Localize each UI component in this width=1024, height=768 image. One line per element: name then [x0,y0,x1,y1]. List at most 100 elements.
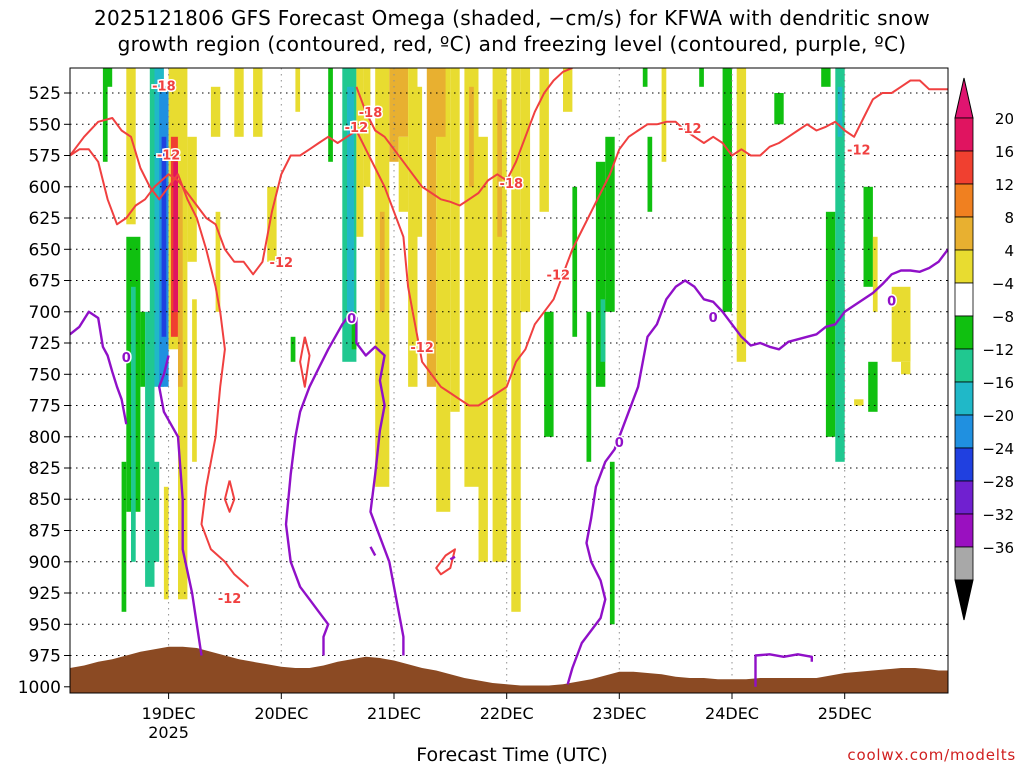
y-tick-label: 675 [29,272,61,292]
colorbar-swatch [954,513,974,548]
dgz-contour-label: -12 [270,256,294,271]
colorbar-swatch [954,348,974,383]
y-tick-label: 1000 [18,678,61,698]
colorbar-label: −12 [982,341,1014,359]
colorbar-label: 20 [995,110,1014,128]
omega-cell [837,86,843,137]
omega-cell [661,68,667,162]
dgz-contour [70,117,250,588]
colorbar-label: −4 [992,275,1014,293]
colorbar-swatch [954,282,974,317]
dgz-contour [355,68,573,207]
omega-cell [267,186,277,262]
colorbar-label: 16 [995,143,1014,161]
y-tick-label: 750 [29,365,61,385]
omega-cell [145,311,155,587]
x-tick-label: 23DEC [592,704,646,723]
omega-cell [609,461,615,625]
x-tick-label: 24DEC [705,704,759,723]
omega-cell [105,68,113,87]
omega-cell [835,68,845,462]
freezing-level-contour [70,310,128,425]
omega-cell [699,68,704,87]
colorbar-swatch [954,546,974,581]
dgz-contour [299,336,311,388]
omega-cell [295,68,301,112]
omega-cell [595,161,606,387]
omega-cell [825,211,836,437]
omega-cell [234,68,244,137]
dgz-contour-label: -12 [345,121,369,136]
omega-cell [328,68,333,162]
omega-cell [126,68,136,225]
colorbar-label: −24 [982,440,1014,458]
omega-cell [379,211,385,312]
omega-cell [210,86,221,137]
omega-cell [394,68,409,137]
y-tick-label: 550 [29,115,61,135]
dgz-contour [435,548,456,576]
y-tick-label: 575 [29,147,61,167]
colorbar-swatch [954,249,974,284]
colorbar-swatch [954,447,974,482]
omega-cell [736,68,747,362]
omega-cell [192,299,197,462]
omega-cell [436,68,451,512]
omega-cell [163,486,169,600]
omega-cell [426,68,437,387]
colorbar-swatch [954,315,974,350]
colorbar-label: −20 [982,407,1014,425]
freezing-level-contour [284,310,405,656]
colorbar: 20 16 12 8 4 −4 −8 −12 −16 −20 −24 −28 −32 −36 [954,77,1014,621]
omega-cell [586,311,592,462]
omega-cell [290,336,296,362]
dgz-contour [70,79,948,407]
omega-cell [868,361,878,412]
dgz-contour-label: -12 [847,143,871,158]
omega-cell [469,86,474,187]
dgz-contour-label: -12 [218,592,242,607]
freezing-level-label: 0 [709,311,718,326]
dgz-contour-label: -12 [157,148,181,163]
y-tick-label: 600 [29,178,61,198]
x-tick-label: 25DEC [818,704,872,723]
grid [70,68,948,693]
y-tick-label: 875 [29,522,61,542]
omega-cell [215,211,221,312]
freezing-level-label: 0 [887,295,896,310]
omega-cell [356,68,364,237]
omega-cell [840,286,845,412]
omega-cell [872,236,878,312]
omega-cell [854,399,864,406]
y-tick-label: 775 [29,397,61,417]
freezing-level-label: 0 [347,312,356,327]
colorbar-bottom-arrow [954,579,974,621]
y-tick-label: 900 [29,553,61,573]
source-credit[interactable]: coolwx.com/modelts [847,746,1016,764]
omega-cell [121,461,127,612]
plot-frame [69,67,949,694]
freezing-level-contour [754,653,813,687]
omega-cell [140,311,146,387]
omega-cell [511,68,521,612]
x-tick-label: 21DEC [367,704,421,723]
y-axis: 525 550 575 600 625 650 675 700 725 750 775 800 825 8… [18,84,70,698]
omega-cell [572,186,578,337]
omega-cell [520,68,531,312]
terrain-fill [70,646,948,693]
freezing-level-contour [369,546,377,557]
chart-title-line-1: 2025121806 GFS Forecast Omega (shaded, −… [93,6,931,30]
colorbar-swatch [954,216,974,251]
omega-cell [600,299,606,362]
omega-cell [642,68,648,87]
omega-cell [497,99,502,237]
freezing-level-contour [449,555,456,561]
omega-cell [253,68,263,137]
y-tick-label: 975 [29,647,61,667]
omega-cell [605,136,615,312]
omega-cell [363,68,371,187]
omega-cell [478,136,488,562]
x-tick-label: 22DEC [480,704,534,723]
